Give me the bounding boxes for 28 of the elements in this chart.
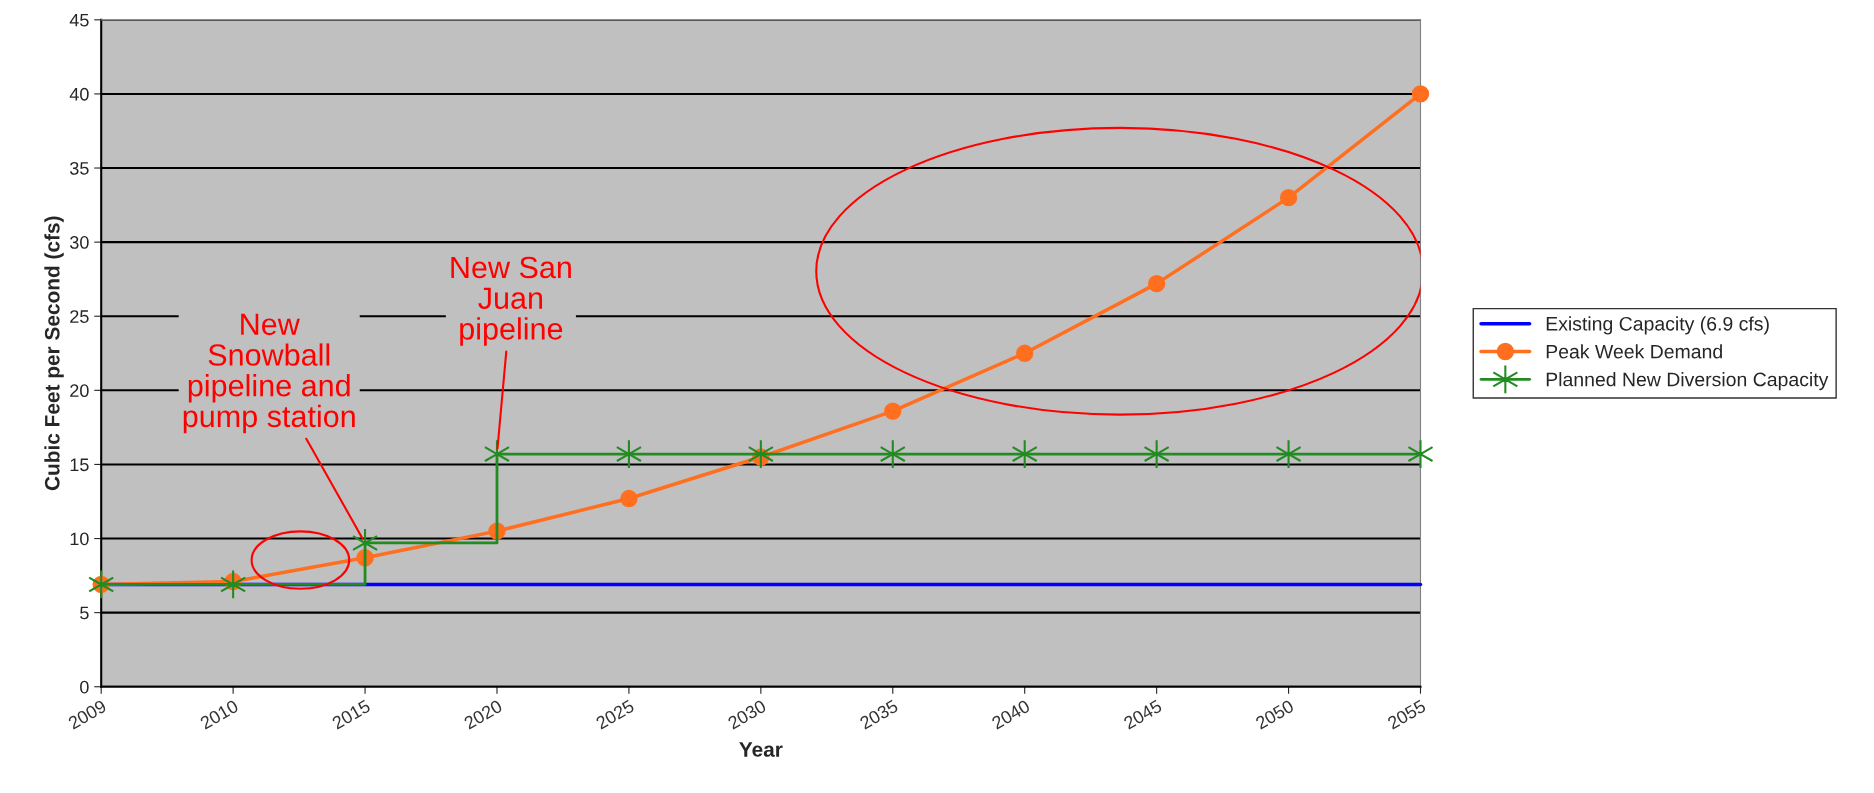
x-axis-title: Year [739,742,783,757]
legend-label: Peak Week Demand [1546,344,1722,359]
y-tick-label: 45 [69,13,89,27]
y-tick-label: 25 [70,310,89,323]
x-tick-label: 2025 [595,699,635,730]
x-tick-label: 2030 [727,699,767,730]
y-tick-label: 40 [69,87,89,101]
y-tick-label: 30 [70,236,89,249]
x-tick-label: 2020 [463,699,504,730]
x-tick-label: 2055 [1386,699,1427,730]
annotation: New San Juan pipeline [451,256,571,346]
x-tick-label: 2050 [1254,699,1295,730]
x-tick-label: 2010 [199,699,240,730]
x-tick-label: 2009 [67,699,108,730]
y-axis-title: Cubic Feet per Second (cfs) [44,216,64,491]
y-tick-label: 5 [80,606,89,620]
y-tick-label: 0 [80,680,89,694]
legend-label: Existing Capacity (6.9 cfs) [1546,316,1769,335]
annotation: New Snowball pipeline and pump station [183,313,355,434]
y-tick-label: 15 [70,458,89,472]
y-tick-label: 20 [70,384,89,398]
legend-label: Planned New Diversion Capacity [1546,372,1829,391]
x-tick-label: 2015 [331,699,372,730]
x-tick-label: 2035 [859,699,899,730]
x-tick-label: 2045 [1122,699,1163,730]
y-tick-label: 35 [70,161,89,175]
y-tick-label: 10 [70,532,89,546]
x-tick-label: 2040 [990,699,1031,730]
